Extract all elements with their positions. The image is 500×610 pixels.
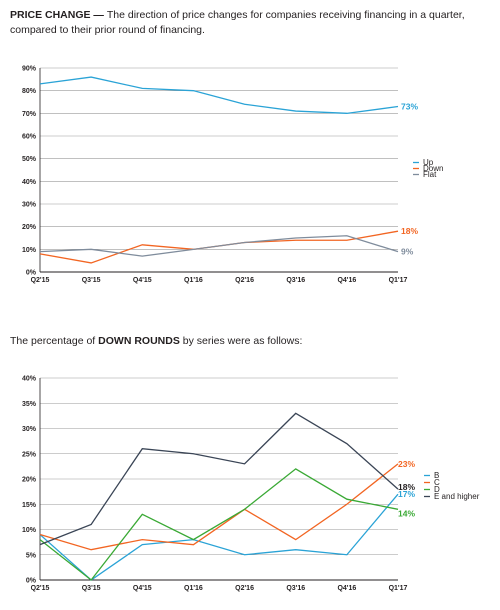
chart2-intro: The percentage of DOWN ROUNDS by series … — [10, 334, 480, 349]
chart2-series-line-c — [39, 463, 399, 551]
chart1-y-tick-label: 90% — [22, 66, 37, 73]
chart2-legend-label: C — [434, 478, 440, 487]
chart2-x-tick-label: Q2'15 — [31, 585, 50, 592]
chart1-legend-label: Down — [423, 164, 443, 173]
chart1-x-tick-label: Q1'17 — [389, 277, 408, 284]
chart2-series-line-b — [39, 493, 399, 581]
chart1-heading: PRICE CHANGE — [10, 9, 91, 21]
chart1-end-label: 73% — [401, 102, 418, 112]
chart2-y-tick-label: 5% — [26, 552, 37, 559]
chart1-x-tick-label: Q1'16 — [184, 277, 203, 284]
chart2-y-tick-label: 40% — [22, 376, 37, 383]
chart1-y-tick-label: 0% — [26, 270, 37, 277]
chart1-x-tick-label: Q3'16 — [286, 277, 305, 284]
chart1-y-tick-label: 40% — [22, 179, 37, 186]
chart1-y-tick-label: 70% — [22, 111, 37, 118]
chart2-y-tick-label: 10% — [22, 527, 37, 534]
chart2-series-line-e-and-higher — [39, 412, 399, 546]
chart1-y-tick-label: 30% — [22, 202, 37, 209]
chart2-desc-post: by series were as follows: — [179, 335, 303, 347]
chart2-desc-bold: DOWN ROUNDS — [98, 335, 180, 347]
chart1-legend-label: Flat — [423, 170, 437, 179]
chart2-x-tick-label: Q1'17 — [389, 585, 408, 592]
chart2-y-tick-label: 30% — [22, 426, 37, 433]
chart1-y-tick-label: 60% — [22, 134, 37, 141]
chart1-x-tick-label: Q4'15 — [133, 277, 152, 284]
chart1-x-tick-label: Q2'15 — [31, 277, 50, 284]
chart2-x-tick-label: Q4'15 — [133, 585, 152, 592]
chart2-legend-label: B — [434, 471, 439, 480]
chart1-y-tick-label: 10% — [22, 247, 37, 254]
chart2-y-tick-label: 15% — [22, 502, 37, 509]
chart2-legend-label: E and higher — [434, 492, 480, 501]
chart1-end-label: 18% — [401, 226, 418, 236]
chart2-end-label: 14% — [398, 508, 415, 518]
chart2-x-tick-label: Q1'16 — [184, 585, 203, 592]
chart1-series-line-up — [39, 76, 399, 114]
chart2-y-tick-label: 35% — [22, 401, 37, 408]
chart1-end-label: 9% — [401, 247, 414, 257]
chart2-x-tick-label: Q4'16 — [337, 585, 356, 592]
chart2-desc-pre: The percentage of — [10, 335, 99, 347]
chart1-y-tick-label: 50% — [22, 156, 37, 163]
chart2-x-tick-label: Q2'16 — [235, 585, 254, 592]
chart1-legend-label: Up — [423, 158, 434, 167]
chart2-end-label: 23% — [398, 459, 415, 469]
chart1-series-line-flat — [39, 235, 399, 257]
chart2-series-line-d — [39, 468, 399, 581]
chart2-x-tick-label: Q3'15 — [82, 585, 101, 592]
chart2-end-label: 18% — [398, 482, 415, 492]
chart2-y-tick-label: 20% — [22, 477, 37, 484]
chart1-intro: PRICE CHANGE — The direction of price ch… — [10, 9, 465, 36]
chart1-x-tick-label: Q4'16 — [337, 277, 356, 284]
chart1-x-tick-label: Q3'15 — [82, 277, 101, 284]
chart2-y-tick-label: 0% — [26, 578, 37, 585]
chart1-description: The direction of price changes for compa… — [10, 9, 465, 36]
chart2-end-label: 17% — [398, 489, 415, 499]
chart2-x-tick-label: Q3'16 — [286, 585, 305, 592]
down-rounds-by-series-chart: 0% 5% 10% 15% 20% 25% 30% 35% 40% Q2'15 Q3'15 Q4'15… — [22, 376, 480, 593]
chart2-y-tick-label: 25% — [22, 451, 37, 458]
chart1-y-tick-label: 80% — [22, 88, 37, 95]
chart1-y-tick-label: 20% — [22, 224, 37, 231]
price-change-chart: 0% 10% 20% 30% 40% 50% 60% 70% 80% 90% Q2'15 Q3'15 Q… — [22, 66, 443, 285]
chart1-x-tick-label: Q2'16 — [235, 277, 254, 284]
chart2-legend-label: D — [434, 485, 440, 494]
